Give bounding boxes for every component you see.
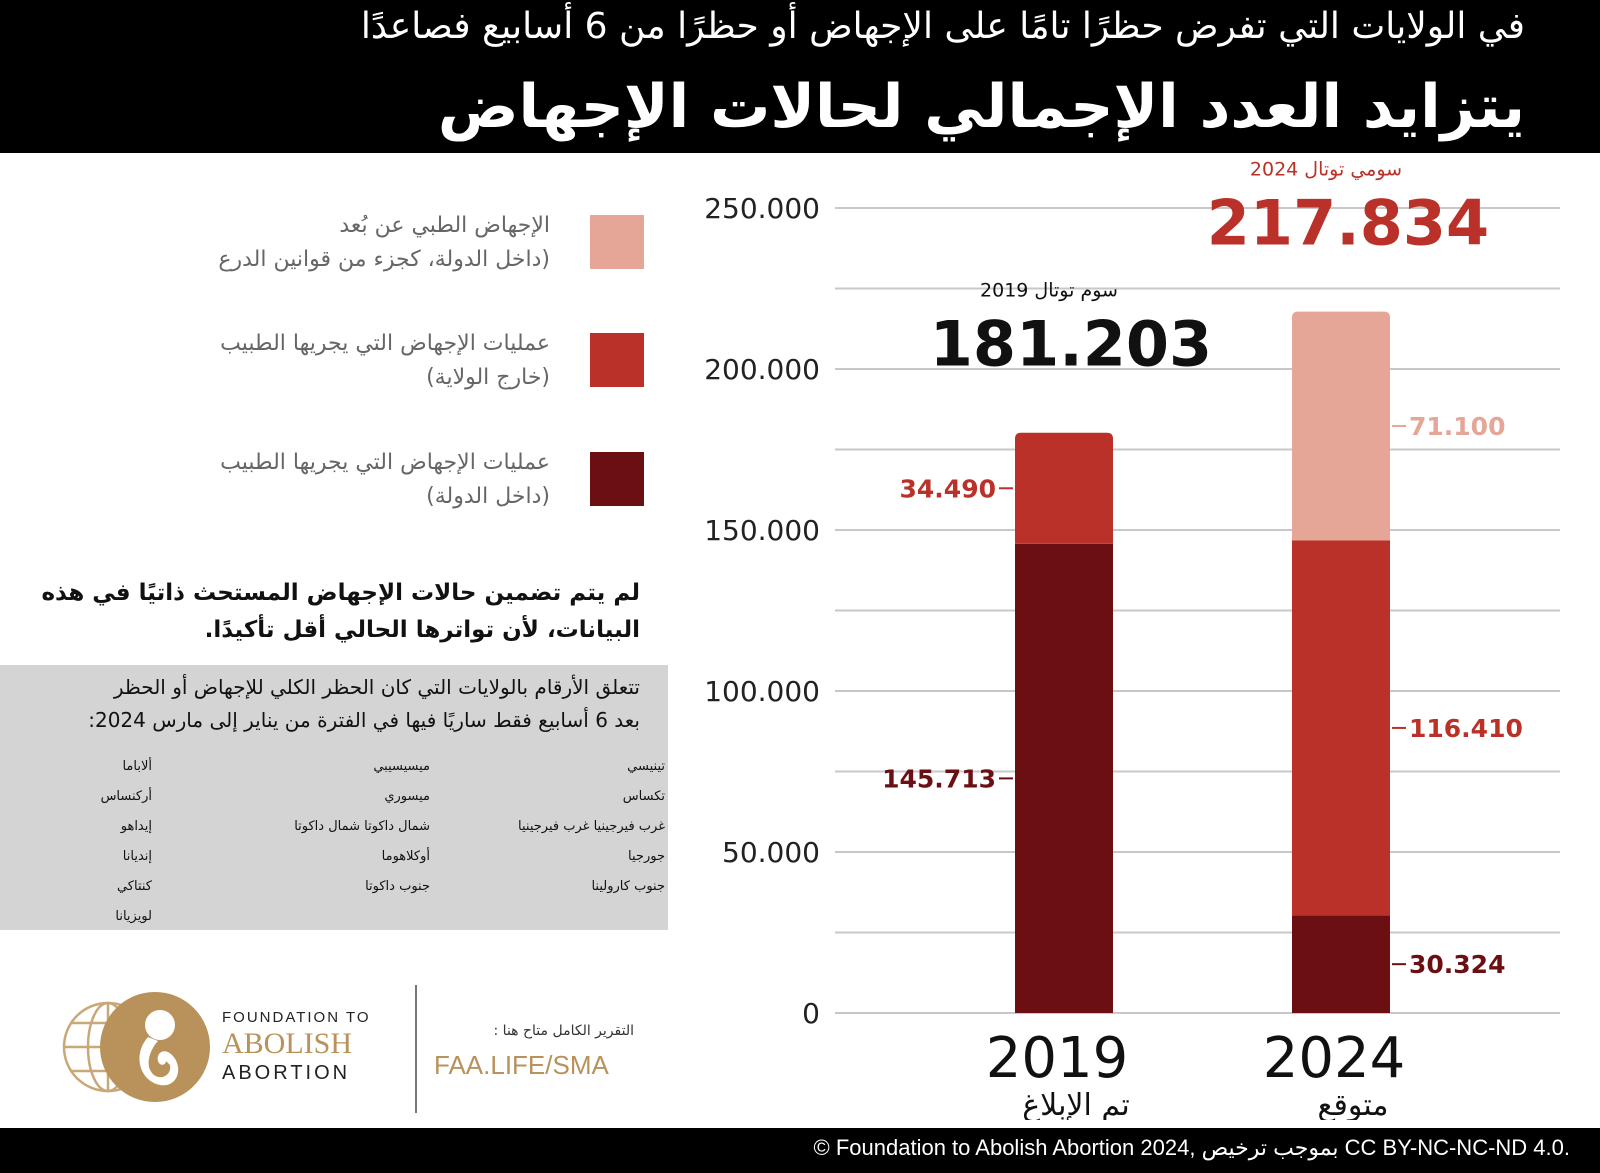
state-name: ميسوري	[384, 789, 430, 804]
stacked-bar-chart: 0 50.000 100.000 150.000 200.000 250.000 145.7…	[704, 160, 1560, 1120]
footer-bar: © Foundation to Abolish Abortion 2024, ب…	[0, 1128, 1600, 1173]
value-label: 34.490	[900, 474, 996, 503]
value-label: 30.324	[1409, 950, 1505, 979]
y-tick-label: 0	[802, 997, 820, 1030]
states-intro-line: بعد 6 أسابيع فقط ساريًا فيها في الفترة م…	[88, 708, 640, 732]
category-label: 2024	[1263, 1026, 1406, 1091]
legend-label-line: عمليات الإجهاض التي يجريها الطبيب	[220, 331, 550, 356]
labels-layer: 0 50.000 100.000 150.000 200.000 250.000 145.7…	[704, 160, 1523, 1120]
bar-segment	[1015, 543, 1113, 1013]
state-name: ميسيسيبي	[373, 759, 430, 774]
logo-divider	[415, 985, 417, 1113]
y-tick-label: 150.000	[704, 514, 820, 547]
data-note: لم يتم تضمين حالات الإجهاض المستحث ذاتيً…	[41, 575, 640, 649]
legend-label-out-of-state: عمليات الإجهاض التي يجريها الطبيب (خارج …	[150, 327, 550, 395]
legend-swatch-in-state	[590, 452, 644, 506]
logo-line: ABORTION	[222, 1062, 351, 1084]
state-name: جنوب كارولينا	[591, 879, 665, 894]
state-name: جورجيا	[628, 849, 665, 864]
legend-label-line: (داخل الدولة، كجزء من قوانين الدرع	[218, 247, 550, 272]
bars-layer	[1015, 311, 1390, 1013]
legend-label-line: (خارج الولاية)	[426, 365, 550, 390]
legend-label-in-state: عمليات الإجهاض التي يجريها الطبيب (داخل …	[150, 446, 550, 514]
legend-item-in-state: عمليات الإجهاض التي يجريها الطبيب (داخل …	[180, 450, 660, 522]
state-name: غرب فيرجينيا غرب فيرجينيا	[518, 819, 665, 834]
value-label: 116.410	[1409, 714, 1523, 743]
y-tick-label: 250.000	[704, 192, 820, 225]
states-column-1: تينيسي تكساس غرب فيرجينيا غرب فيرجينيا ج…	[468, 752, 668, 902]
state-name: تينيسي	[627, 759, 665, 774]
legend-item-telehealth: الإجهاض الطبي عن بُعد (داخل الدولة، كجزء…	[180, 213, 660, 285]
grid-layer	[835, 207, 1560, 1014]
foundation-logo-icon	[62, 992, 210, 1102]
state-name: إيداهو	[120, 819, 152, 834]
legend-swatch-telehealth	[590, 215, 644, 269]
note-line: البيانات، لأن تواترها الحالي أقل تأكيدًا…	[204, 617, 640, 643]
total-caption: سومي توتال 2024	[1250, 160, 1402, 181]
logo-line: ABOLISH	[222, 1027, 353, 1060]
bar-segment	[1292, 915, 1390, 1013]
total-value: 217.834	[1207, 187, 1489, 260]
report-text: التقرير الكامل متاح هنا :	[493, 1023, 634, 1039]
state-name: أوكلاهوما	[381, 849, 430, 864]
bar-segment	[1015, 432, 1113, 544]
legend-label-telehealth: الإجهاض الطبي عن بُعد (داخل الدولة، كجزء…	[150, 209, 550, 277]
page-subtitle: في الولايات التي تفرض حظرًا تامًا على ال…	[360, 6, 1525, 47]
states-column-3: ألاباما أركنساس إيداهو إنديانا كنتاكي لو…	[22, 752, 152, 932]
copyright-text: © Foundation to Abolish Abortion 2024, ب…	[813, 1135, 1570, 1160]
state-name: كنتاكي	[116, 879, 152, 894]
state-name: أركنساس	[100, 789, 152, 804]
logo-line: FOUNDATION TO	[222, 1009, 371, 1026]
y-tick-label: 200.000	[704, 353, 820, 386]
category-sublabel: تم الإبلاغ	[1022, 1088, 1129, 1120]
states-column-2: ميسيسيبي ميسوري شمال داكوتا شمال داكوتا …	[230, 752, 430, 902]
header-banner: في الولايات التي تفرض حظرًا تامًا على ال…	[0, 0, 1600, 153]
bar-segment	[1292, 311, 1390, 541]
state-name: إنديانا	[122, 849, 152, 864]
legend-label-line: (داخل الدولة)	[426, 484, 550, 509]
state-name: جنوب داكوتا	[365, 879, 430, 894]
state-name: تكساس	[622, 789, 665, 804]
category-sublabel: متوقع	[1318, 1088, 1389, 1120]
logo-wordmark: FOUNDATION TO ABOLISH ABORTION	[222, 1009, 371, 1085]
states-intro-line: تتعلق الأرقام بالولايات التي كان الحظر ا…	[113, 675, 640, 699]
report-link[interactable]: FAA.LIFE/SMA	[434, 1050, 609, 1080]
value-label: 145.713	[882, 764, 996, 793]
state-name: لويزيانا	[115, 909, 152, 924]
total-caption: سوم توتال 2019	[980, 280, 1118, 302]
state-name: شمال داكوتا شمال داكوتا	[294, 819, 430, 834]
states-box: تتعلق الأرقام بالولايات التي كان الحظر ا…	[0, 665, 668, 930]
total-value: 181.203	[930, 308, 1212, 381]
category-label: 2019	[986, 1026, 1129, 1091]
y-tick-label: 100.000	[704, 675, 820, 708]
legend-swatch-out-of-state	[590, 333, 644, 387]
bar-segment	[1292, 540, 1390, 916]
value-label: 71.100	[1409, 412, 1505, 441]
page-title: يتزايد العدد الإجمالي لحالات الإجهاض	[437, 72, 1525, 142]
legend-label-line: عمليات الإجهاض التي يجريها الطبيب	[220, 450, 550, 475]
logo-area: FOUNDATION TO ABOLISH ABORTION التقرير ا…	[60, 985, 640, 1115]
states-intro: تتعلق الأرقام بالولايات التي كان الحظر ا…	[20, 671, 640, 737]
legend-item-out-of-state: عمليات الإجهاض التي يجريها الطبيب (خارج …	[180, 331, 660, 403]
note-line: لم يتم تضمين حالات الإجهاض المستحث ذاتيً…	[41, 580, 640, 606]
state-name: ألاباما	[122, 759, 152, 774]
legend-label-line: الإجهاض الطبي عن بُعد	[339, 213, 550, 238]
y-tick-label: 50.000	[722, 836, 820, 869]
